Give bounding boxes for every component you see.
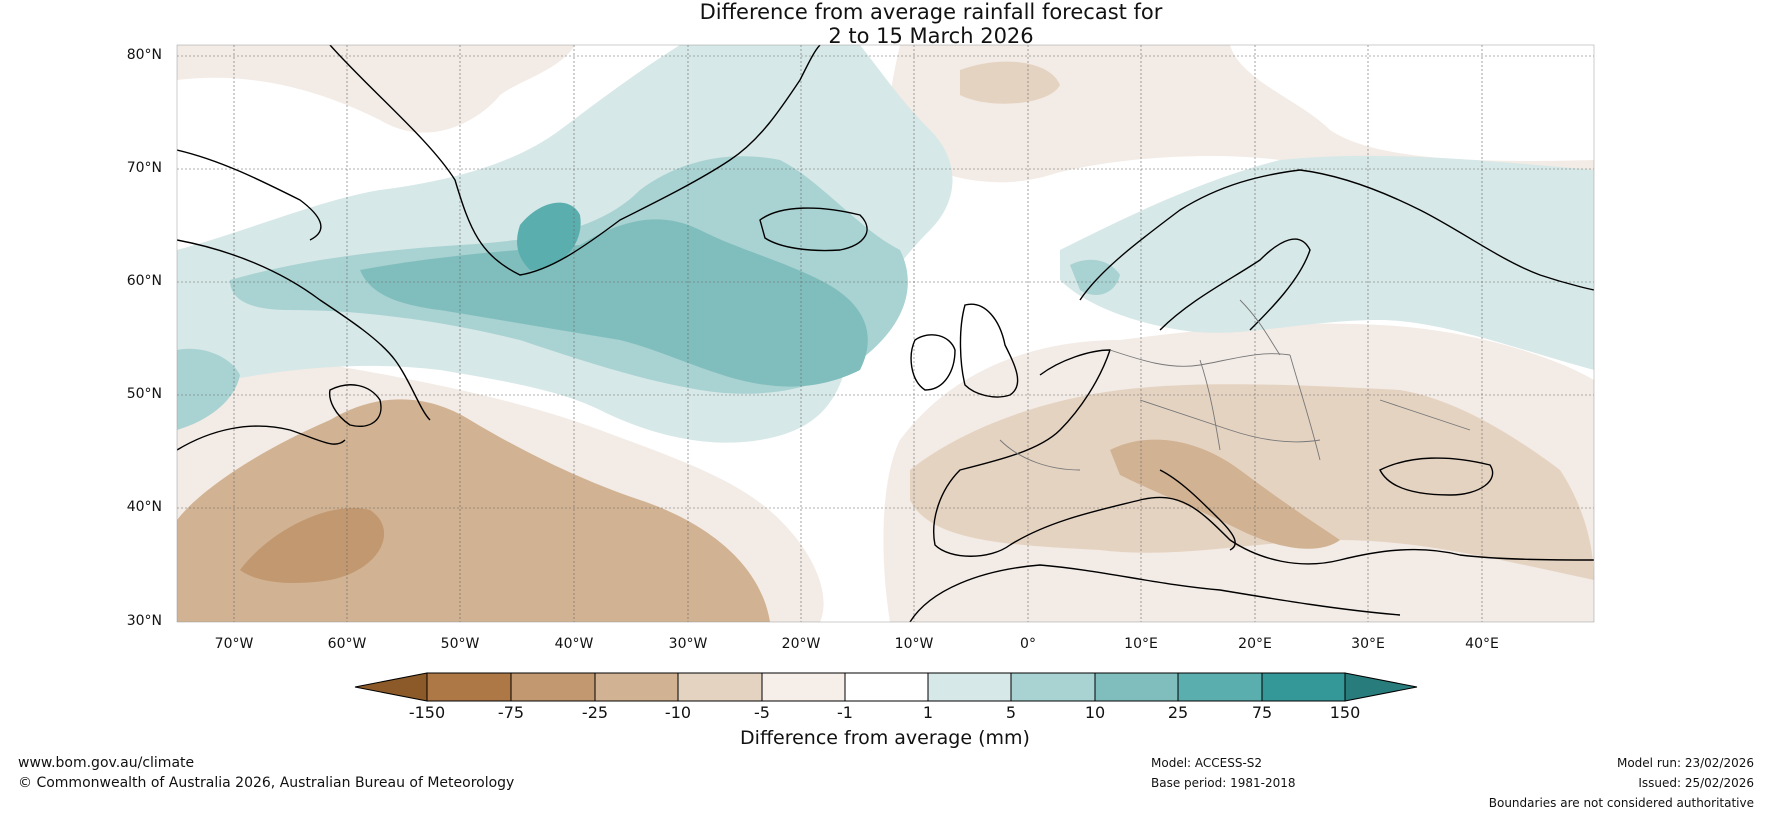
nova-scotia-coast	[177, 425, 346, 451]
lon-label: 40°W	[554, 636, 594, 652]
colorbar-segment	[761, 672, 846, 702]
colorbar-segment	[677, 672, 763, 702]
italy-coast	[1159, 469, 1236, 551]
title-line-1: Difference from average rainfall forecas…	[699, 0, 1163, 24]
lat-label: 50°N	[126, 386, 162, 402]
lon-label: 60°W	[327, 636, 367, 652]
ireland-coast	[910, 334, 956, 391]
lat-label: 70°N	[126, 160, 162, 176]
lon-label: 10°E	[1124, 636, 1158, 652]
labrador-coast	[177, 239, 431, 421]
arctic-dry-east	[890, 45, 1594, 183]
colorbar-tick: 10	[1084, 703, 1106, 722]
lat-label: 60°N	[126, 273, 162, 289]
copyright-text: © Commonwealth of Australia 2026, Austra…	[18, 775, 515, 791]
britain-coast	[959, 303, 1019, 398]
title-line-2: 2 to 15 March 2026	[828, 24, 1034, 48]
colorbar-low-extension	[354, 672, 428, 702]
colorbar-tick: -5	[754, 703, 770, 722]
map-title: Difference from average rainfall forecas…	[0, 0, 1770, 48]
country-borders	[999, 299, 1471, 471]
colorbar-segment	[1177, 672, 1263, 702]
colorbar-tick: 75	[1251, 703, 1273, 722]
colorbar-tick: 25	[1167, 703, 1189, 722]
base-period-text: Base period: 1981-2018	[1151, 776, 1296, 790]
colorbar-tick: -1	[837, 703, 853, 722]
colorbar-tick: 5	[1005, 703, 1017, 722]
greenland-coast	[329, 45, 821, 276]
colorbar-segment	[1010, 672, 1096, 702]
colorbar-tick: 1	[922, 703, 934, 722]
coastlines	[177, 45, 1594, 622]
greenland-southeast-wet-core	[517, 202, 581, 270]
colorbar-high-extension	[1344, 672, 1418, 702]
europe-west-coast	[933, 349, 1111, 557]
model-run-text: Model run: 23/02/2026	[1616, 756, 1754, 770]
colorbar-segment	[927, 672, 1012, 702]
lon-label: 20°W	[781, 636, 821, 652]
lon-label: 10°W	[894, 636, 934, 652]
scandinavia-wet	[1060, 155, 1594, 370]
scandinavia-coast	[1079, 169, 1594, 301]
north-atlantic-wet-inner	[360, 219, 868, 387]
issued-text: Issued: 25/02/2026	[1638, 776, 1754, 790]
canada-arctic-coast	[177, 149, 322, 241]
black-sea-coast	[1379, 457, 1494, 496]
lon-label: 50°W	[440, 636, 480, 652]
colorbar-segment	[426, 672, 512, 702]
mediterranean-coast	[1009, 496, 1594, 565]
map-frame	[176, 44, 1595, 623]
colorbar-tick: -150	[408, 703, 446, 722]
colorbar-segment	[510, 672, 596, 702]
colorbar-tick: -10	[664, 703, 692, 722]
colorbar-segment	[1261, 672, 1346, 702]
colorbar-title: Difference from average (mm)	[740, 727, 1030, 749]
arctic-dry-east-core	[960, 61, 1060, 104]
colorbar-tick: 150	[1329, 703, 1361, 722]
colorbar-segment	[1094, 672, 1179, 702]
subtropical-atlantic-dry-core	[240, 508, 385, 583]
lat-label: 30°N	[126, 613, 162, 629]
lat-label: 80°N	[126, 47, 162, 63]
colorbar-segment	[844, 672, 929, 702]
map-canvas	[177, 45, 1594, 622]
lon-label: 20°E	[1238, 636, 1272, 652]
colorbar	[354, 672, 1418, 702]
model-text: Model: ACCESS-S2	[1151, 756, 1263, 770]
colorbar-tick: -25	[581, 703, 609, 722]
north-africa-coast	[909, 564, 1401, 622]
website-link[interactable]: www.bom.gov.au/climate	[18, 755, 195, 771]
arctic-dry-west	[177, 45, 575, 133]
lon-label: 40°E	[1465, 636, 1499, 652]
italy-balkans-dry	[1110, 439, 1340, 549]
lat-label: 40°N	[126, 499, 162, 515]
lon-label: 70°W	[214, 636, 254, 652]
colorbar-segment	[594, 672, 679, 702]
lon-label: 30°W	[668, 636, 708, 652]
newfoundland-coast	[328, 384, 382, 427]
graticule	[177, 45, 1594, 622]
colorbar-tick: -75	[497, 703, 525, 722]
boundaries-disclaimer: Boundaries are not considered authoritat…	[1488, 796, 1754, 810]
labrador-wet	[177, 348, 240, 430]
iceland-coast	[759, 207, 868, 252]
baltic-coast	[1159, 238, 1311, 331]
lon-label: 30°E	[1351, 636, 1385, 652]
lon-label: 0°	[1020, 636, 1036, 652]
